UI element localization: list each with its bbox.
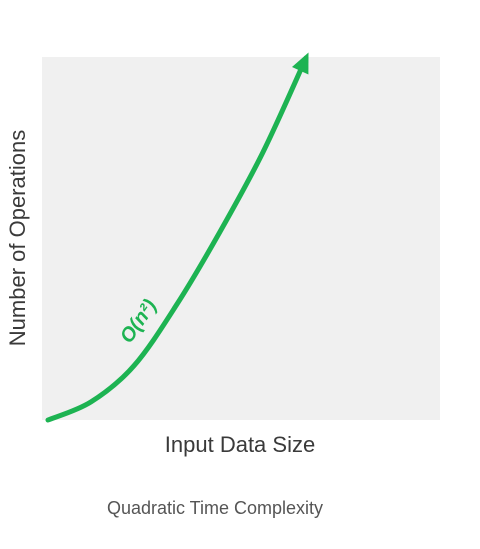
x-axis-label: Input Data Size (165, 432, 315, 457)
series-arrowhead-0 (292, 52, 309, 75)
plot-area (42, 57, 440, 420)
series-line-0 (45, 55, 309, 423)
y-axis-label: Number of Operations (5, 130, 30, 346)
chart-caption: Quadratic Time Complexity (106, 498, 324, 518)
